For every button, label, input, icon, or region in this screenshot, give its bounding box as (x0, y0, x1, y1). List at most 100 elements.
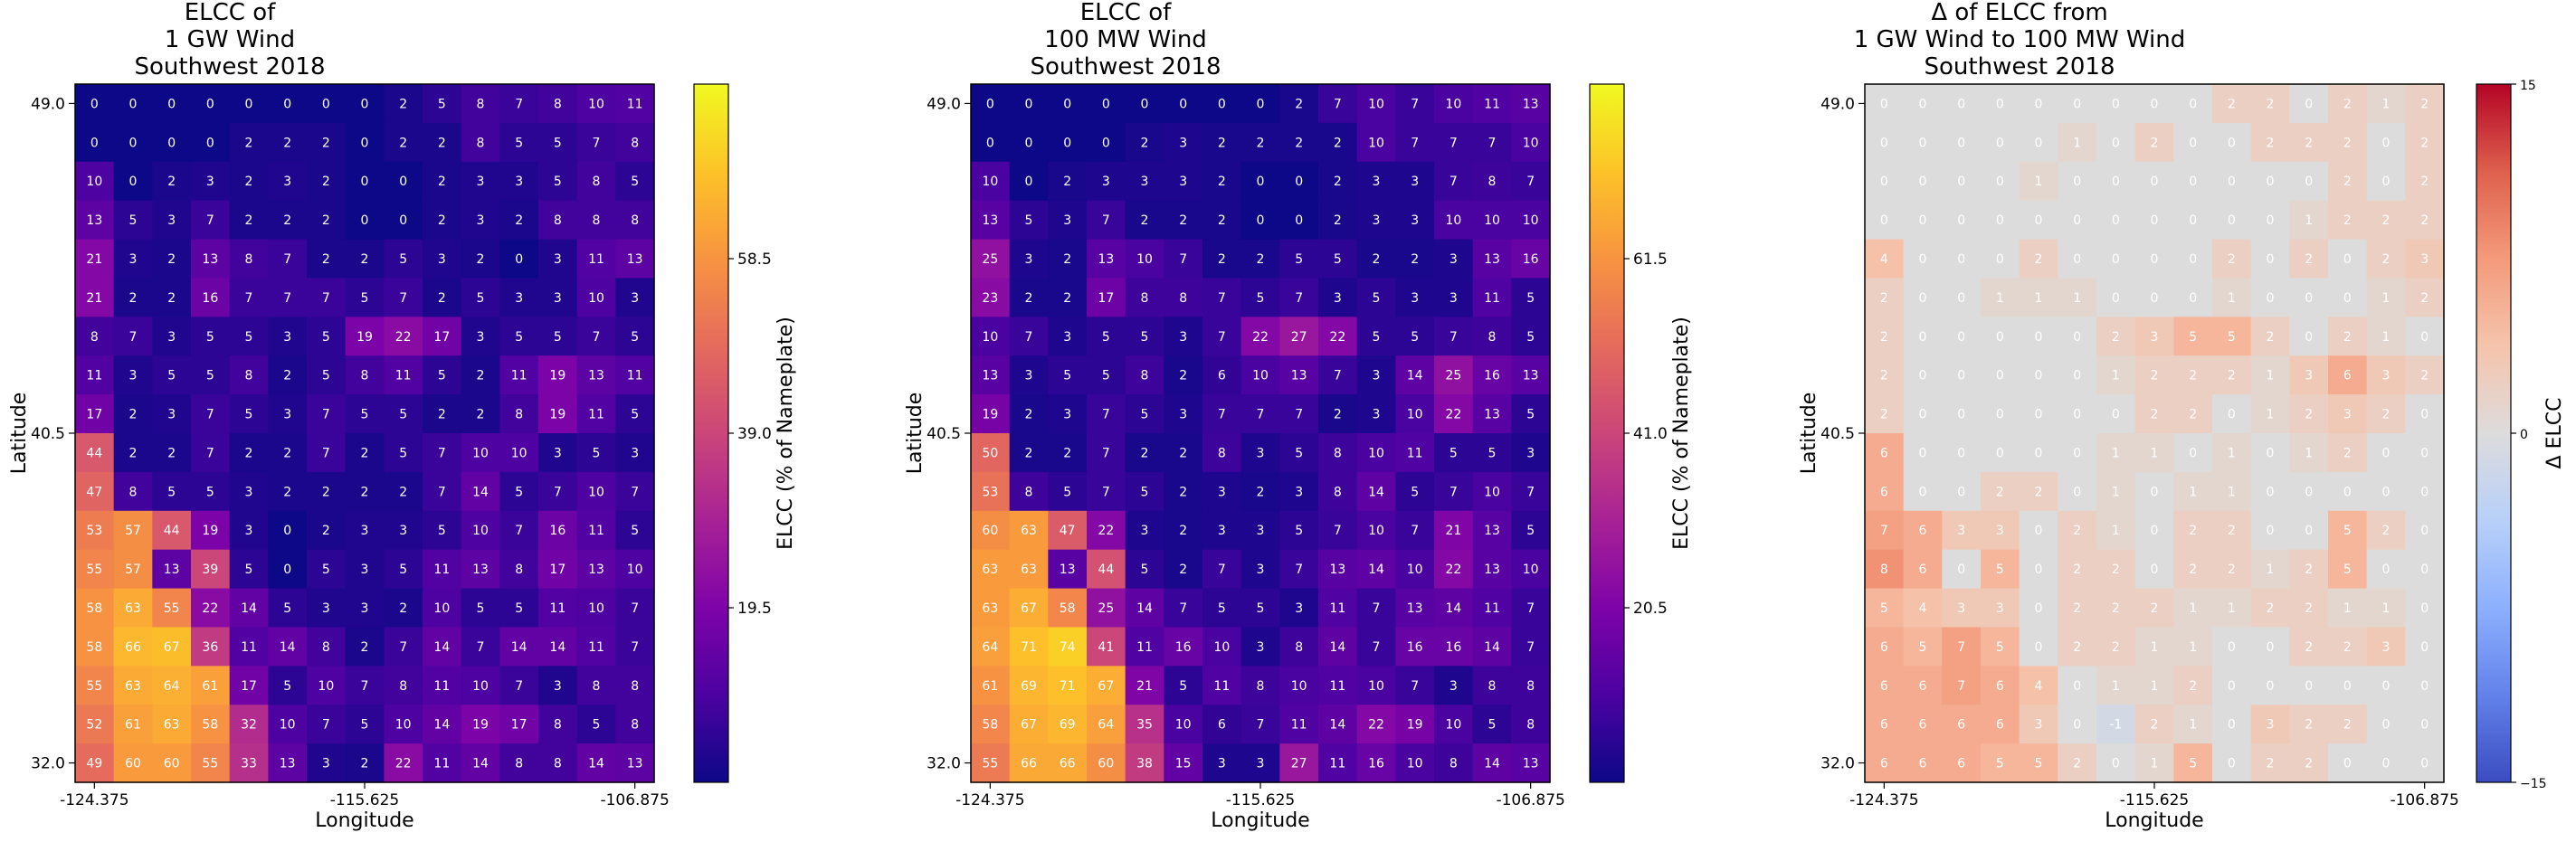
heatmap-cell (1318, 200, 1358, 241)
cell-value-label: 74 (1060, 640, 1076, 655)
colorbar-tick-label: 19.5 (737, 600, 772, 618)
cell-value-label: 8 (1334, 446, 1342, 460)
cell-value-label: 3 (1450, 252, 1458, 267)
heatmap-cell (1087, 122, 1126, 163)
heatmap-cell (461, 122, 500, 163)
cell-value-label: 10 (511, 446, 528, 460)
heatmap-cell (2134, 84, 2174, 124)
cell-value-label: 2 (1257, 485, 1265, 499)
cell-value-label: 16 (1368, 757, 1384, 771)
cell-value-label: 7 (206, 408, 214, 422)
cell-value-label: 8 (1141, 291, 1149, 306)
cell-value-label: 13 (1407, 601, 1423, 616)
cell-value-label: 2 (2189, 563, 2197, 577)
cell-value-label: 0 (2073, 97, 2081, 111)
cell-value-label: 7 (322, 291, 330, 306)
cell-value-label: 5 (1141, 408, 1149, 422)
heatmap-cell (1981, 510, 2020, 551)
heatmap-cell (1240, 355, 1280, 395)
heatmap-cell (1511, 239, 1551, 279)
heatmap-cell (1087, 627, 1126, 667)
cell-value-label: 5 (1488, 446, 1497, 460)
cell-value-label: 3 (554, 291, 562, 306)
cell-value-label: 11 (588, 408, 604, 422)
cell-value-label: 8 (1141, 369, 1149, 383)
heatmap-cell (576, 433, 616, 473)
heatmap-cell (1048, 705, 1088, 744)
cell-value-label: 60 (1098, 757, 1114, 771)
heatmap-cell (1009, 161, 1049, 202)
cell-value-label: 0 (2382, 757, 2391, 771)
heatmap-cell (2058, 588, 2097, 629)
cell-value-label: 2 (515, 213, 523, 228)
cell-value-label: 8 (322, 640, 330, 655)
heatmap-cell (2212, 549, 2252, 590)
heatmap-cell (1087, 433, 1126, 473)
heatmap-cell (538, 239, 578, 279)
heatmap-cell (1395, 666, 1435, 705)
heatmap-cell (2250, 394, 2290, 434)
heatmap-cell (1048, 200, 1088, 241)
cell-value-label: 2 (245, 175, 253, 189)
heatmap-cell (1009, 588, 1049, 629)
cell-value-label: 0 (1919, 485, 1927, 499)
heatmap-cell (1240, 278, 1280, 317)
cell-value-label: 1 (2035, 291, 2043, 306)
heatmap-cell (1125, 317, 1164, 356)
cell-value-label: 0 (1919, 252, 1927, 267)
heatmap-cell (2366, 394, 2406, 434)
heatmap-cell (576, 239, 616, 279)
cell-value-label: 8 (1526, 679, 1535, 694)
heatmap-cell (229, 394, 269, 434)
x-tick-label: -124.375 (1849, 791, 1918, 809)
cell-value-label: 2 (438, 213, 446, 228)
heatmap-cell (2212, 200, 2252, 241)
heatmap-cell (499, 394, 539, 434)
heatmap-cell (229, 200, 269, 241)
cell-value-label: 60 (164, 757, 180, 771)
cell-value-label: 8 (245, 252, 253, 267)
heatmap-cell (1318, 394, 1358, 434)
heatmap-cell (499, 161, 539, 202)
cell-value-label: 2 (399, 601, 407, 616)
heatmap-cell (576, 122, 616, 163)
cell-value-label: 10 (1368, 136, 1384, 150)
cell-value-label: 0 (2112, 213, 2120, 228)
cell-value-label: 19 (202, 524, 218, 538)
heatmap-cell (307, 239, 347, 279)
cell-value-label: 0 (1996, 213, 2004, 228)
heatmap-cell (345, 666, 385, 705)
cell-value-label: 8 (1295, 640, 1303, 655)
cell-value-label: 19 (1407, 718, 1423, 733)
heatmap-cell (1279, 510, 1319, 551)
cell-value-label: 1 (2189, 640, 2197, 655)
cell-value-label: 10 (1484, 485, 1500, 499)
cell-value-label: 21 (1136, 679, 1153, 694)
cell-value-label: 2 (1257, 136, 1265, 150)
heatmap-cell (1125, 84, 1164, 124)
heatmap-cell (1318, 278, 1358, 317)
heatmap-cell (2019, 666, 2058, 705)
cell-value-label: 21 (86, 291, 102, 306)
cell-value-label: 0 (1957, 563, 1965, 577)
heatmap-cell (2250, 317, 2290, 356)
cell-value-label: 0 (90, 136, 99, 150)
cell-value-label: 0 (2228, 136, 2236, 150)
cell-value-label: 10 (982, 175, 998, 189)
y-tick-label: 40.5 (31, 425, 65, 443)
cell-value-label: 5 (1025, 213, 1033, 228)
cell-value-label: 2 (2228, 97, 2236, 111)
heatmap-cell (2212, 84, 2252, 124)
heatmap-cell (1318, 743, 1358, 783)
cell-value-label: 11 (549, 601, 566, 616)
heatmap-cell (2058, 200, 2097, 241)
heatmap-cell (113, 510, 153, 551)
heatmap-cell (1009, 510, 1049, 551)
heatmap-cell (384, 705, 423, 744)
cell-value-label: 14 (511, 640, 528, 655)
cell-value-label: 2 (1218, 136, 1226, 150)
cell-value-label: 67 (1021, 601, 1037, 616)
cell-value-label: 2 (1179, 524, 1187, 538)
heatmap-cell (2289, 433, 2329, 473)
cell-value-label: 2 (322, 136, 330, 150)
